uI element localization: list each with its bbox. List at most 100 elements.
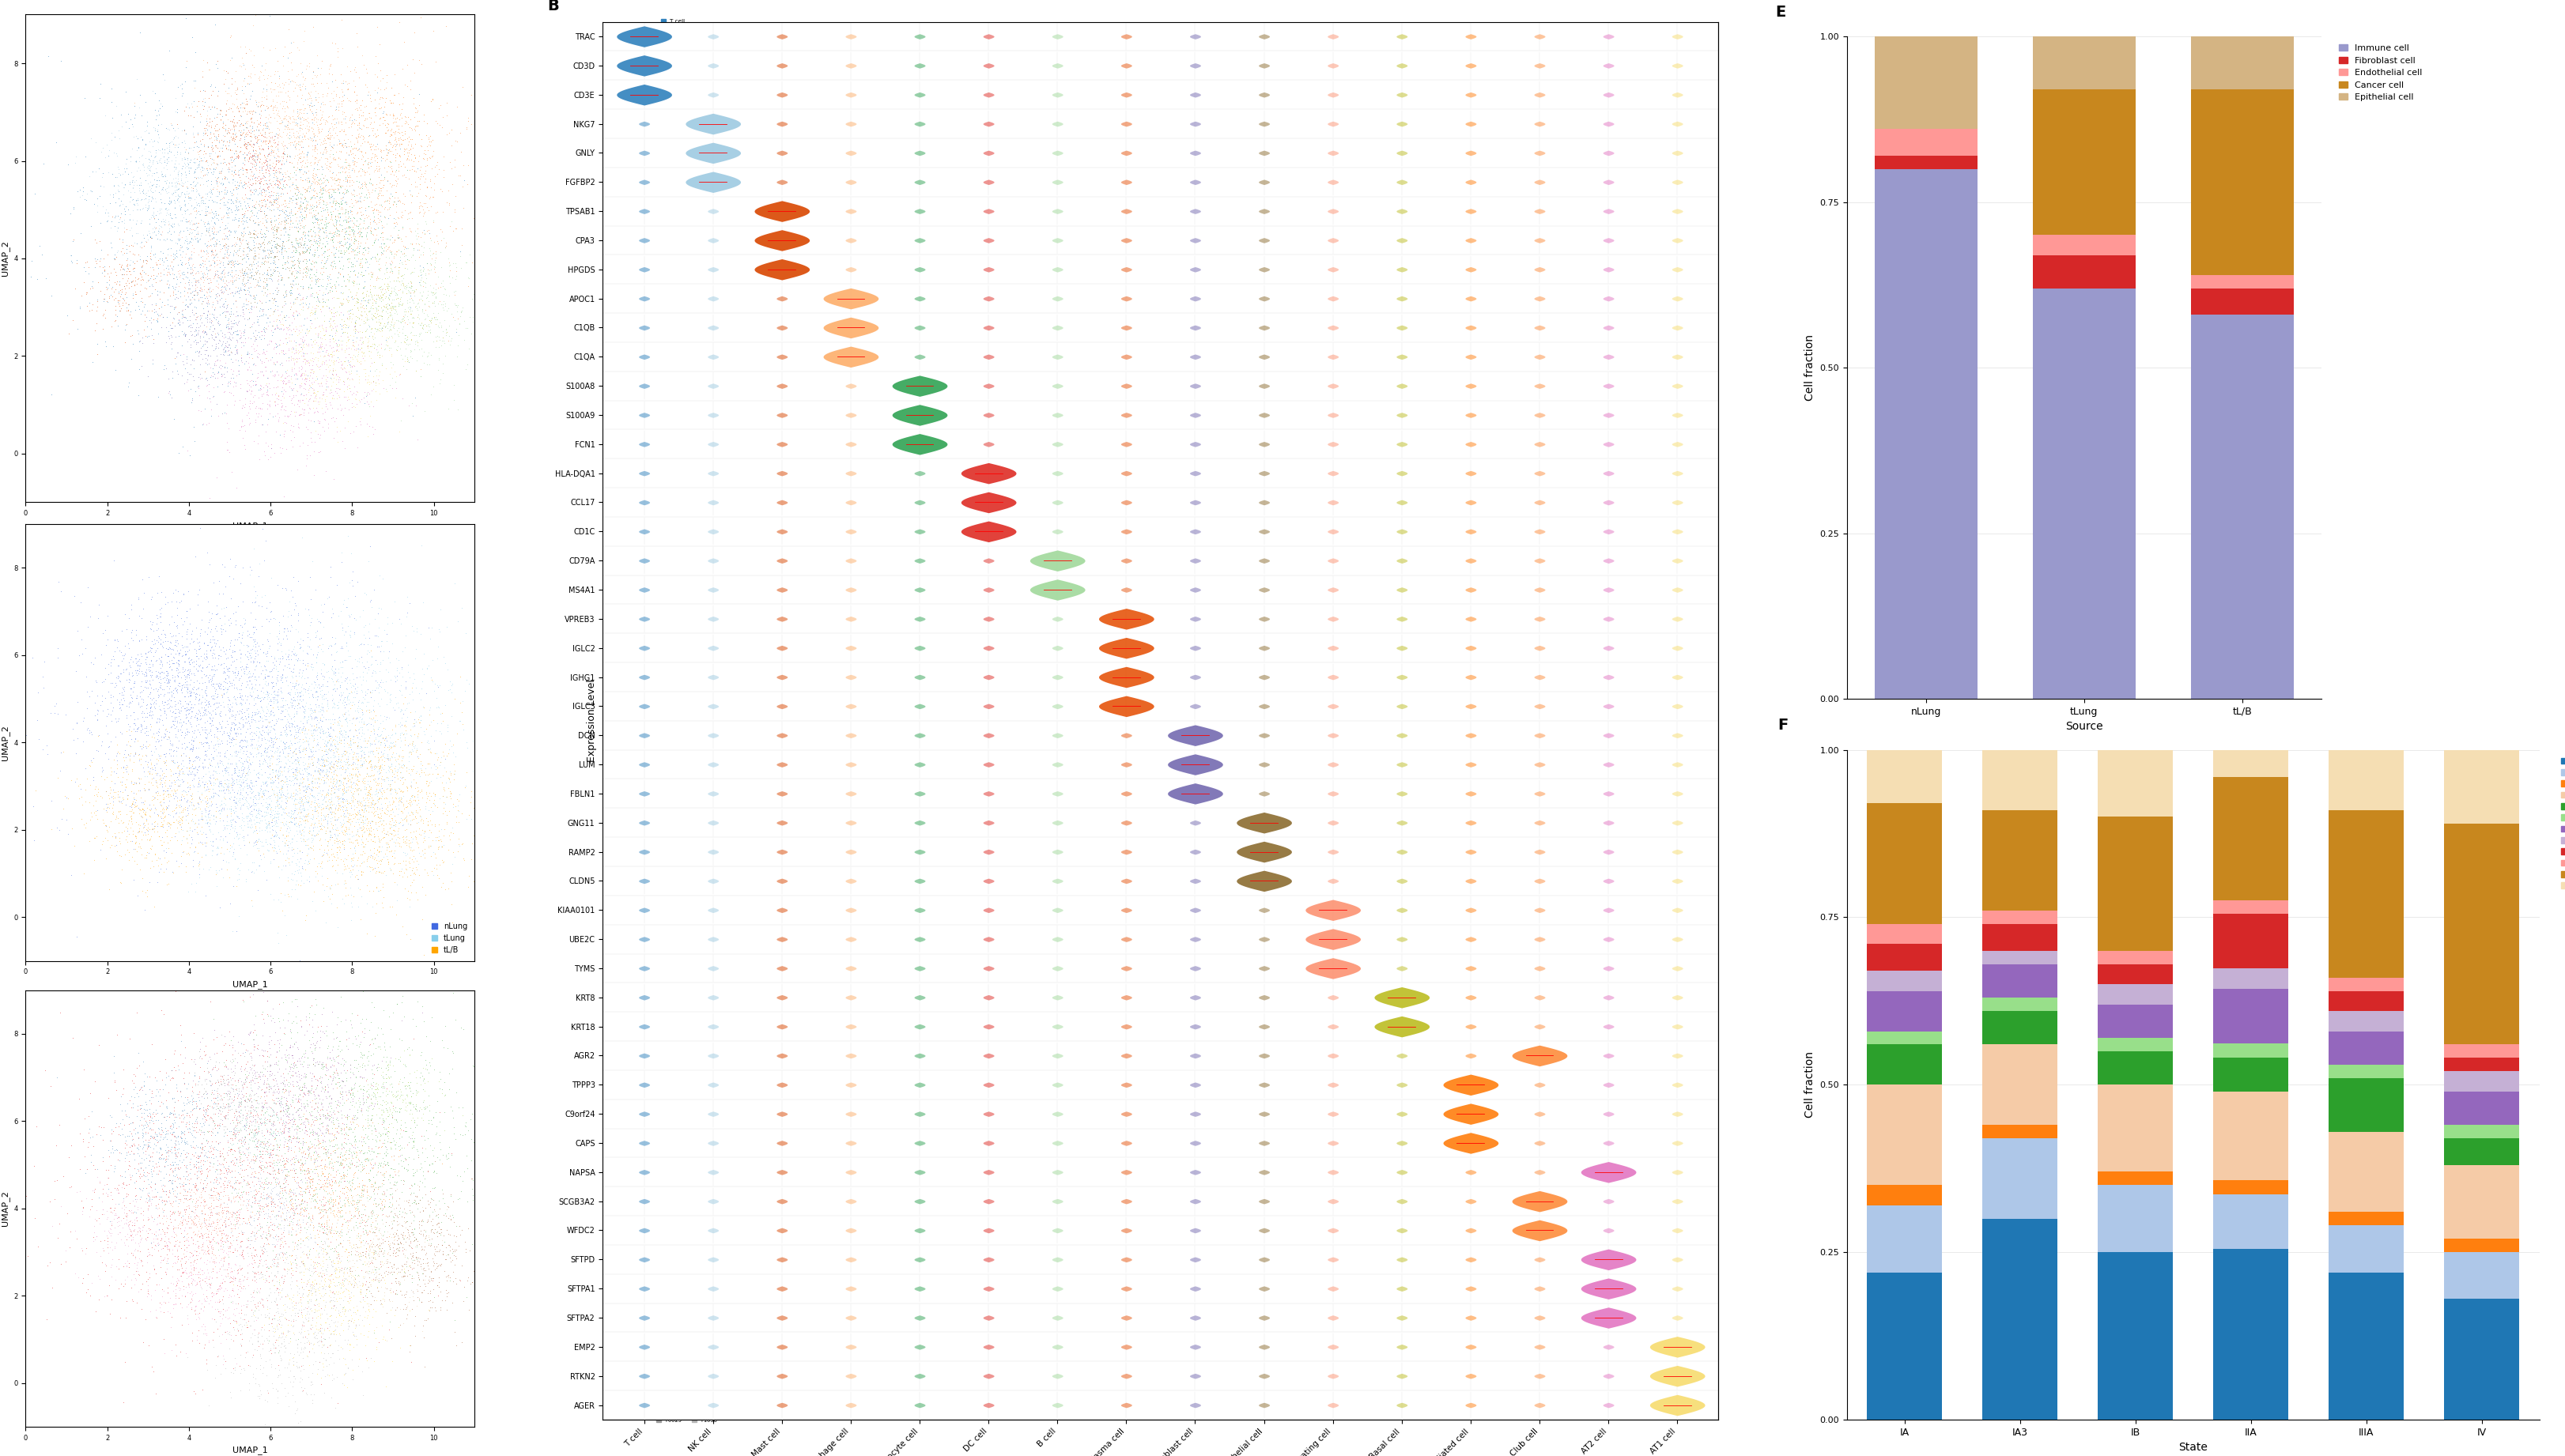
Point: [341, 103, 382, 127]
Point: [149, 674, 190, 697]
Point: [433, 1206, 475, 1229]
Point: [233, 118, 274, 141]
Point: [144, 690, 185, 713]
Point: [174, 157, 215, 181]
Point: [249, 1053, 290, 1076]
Point: [231, 1206, 272, 1229]
Point: [369, 772, 410, 795]
Point: [328, 741, 369, 764]
Point: [154, 751, 195, 775]
Point: [185, 670, 226, 693]
Point: [272, 1128, 313, 1152]
Point: [349, 782, 390, 805]
Point: [185, 773, 226, 796]
Point: [185, 182, 226, 205]
Point: [0, 1191, 33, 1214]
Point: [144, 1328, 185, 1351]
Point: [374, 215, 416, 239]
Point: [272, 239, 313, 262]
Point: [267, 1259, 308, 1283]
Point: [123, 812, 164, 836]
Point: [262, 1197, 303, 1220]
Point: [241, 121, 282, 144]
Point: [339, 1175, 380, 1198]
Point: [300, 744, 341, 767]
Point: [300, 1316, 341, 1340]
Point: [277, 102, 318, 125]
Point: [408, 1051, 449, 1075]
Point: [15, 182, 56, 205]
Point: [151, 1156, 192, 1179]
Point: [182, 1277, 223, 1300]
Point: [315, 211, 357, 234]
Point: [349, 1243, 390, 1267]
Point: [277, 218, 318, 242]
Point: [121, 1152, 162, 1175]
Point: [226, 735, 267, 759]
Point: [313, 167, 354, 191]
Point: [323, 357, 364, 380]
Point: [228, 1088, 269, 1111]
Point: [205, 182, 246, 205]
Point: [208, 82, 249, 105]
Point: [228, 246, 269, 269]
Point: [408, 1093, 449, 1117]
Point: [331, 1016, 372, 1040]
Point: [315, 626, 357, 649]
Point: [282, 1158, 323, 1181]
Point: [287, 1268, 328, 1291]
Point: [398, 1159, 439, 1182]
Point: [318, 757, 359, 780]
Point: [231, 799, 272, 823]
Point: [282, 1249, 323, 1273]
Point: [282, 1190, 323, 1213]
Point: [323, 210, 364, 233]
Point: [313, 1200, 354, 1223]
Point: [246, 95, 287, 118]
Point: [92, 1134, 133, 1158]
Point: [331, 199, 372, 223]
Point: [272, 745, 313, 769]
Point: [374, 1162, 416, 1185]
Point: [215, 687, 257, 711]
Point: [290, 1278, 331, 1302]
Point: [362, 1291, 403, 1315]
Point: [305, 1134, 346, 1158]
Point: [310, 229, 351, 252]
Point: [292, 300, 333, 323]
Point: [305, 1227, 346, 1251]
Point: [169, 759, 210, 782]
Point: [113, 198, 154, 221]
Point: [185, 79, 226, 102]
Point: [159, 696, 200, 719]
Point: [198, 635, 239, 658]
Point: [213, 1187, 254, 1210]
Point: [239, 167, 280, 191]
Point: [413, 1246, 454, 1270]
Point: [277, 232, 318, 255]
Point: [269, 1102, 310, 1125]
Point: [164, 1175, 205, 1198]
Point: [144, 1224, 185, 1248]
Point: [264, 847, 305, 871]
Point: [416, 1224, 457, 1248]
Point: [287, 1080, 328, 1104]
Point: [305, 156, 346, 179]
Point: [223, 700, 264, 724]
Point: [416, 766, 457, 789]
Point: [433, 293, 475, 316]
Point: [305, 1217, 346, 1241]
Point: [444, 1115, 485, 1139]
Point: [77, 298, 118, 322]
Point: [382, 1227, 423, 1251]
Point: [328, 1038, 369, 1061]
Point: [269, 1289, 310, 1312]
Point: [172, 1118, 213, 1142]
Point: [295, 64, 336, 87]
Point: [328, 1312, 369, 1335]
Point: [149, 1179, 190, 1203]
Point: [339, 783, 380, 807]
Point: [336, 789, 377, 812]
Point: [257, 708, 298, 731]
Point: [318, 339, 359, 363]
